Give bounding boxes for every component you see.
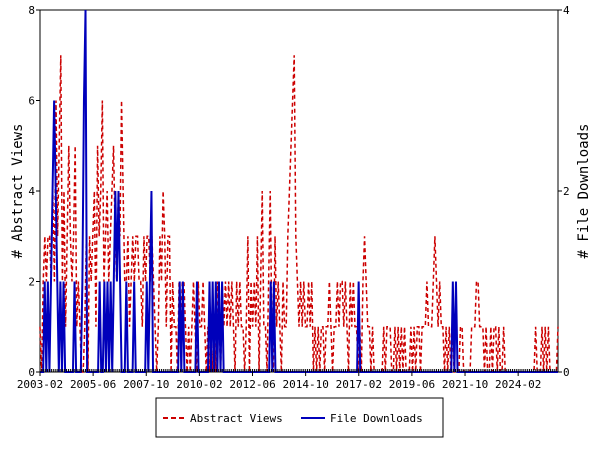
x-tick-label: 2012-06 <box>229 378 275 391</box>
y-left-tick-label: 8 <box>28 4 35 17</box>
legend-label-abstract-views: Abstract Views <box>190 412 283 425</box>
x-tick-label: 2005-06 <box>70 378 116 391</box>
series-line-abstract-views <box>39 55 559 373</box>
y-right-tick-label: 0 <box>563 366 570 379</box>
series-layer <box>39 9 559 373</box>
y-axis-left-title: # Abstract Views <box>10 124 26 259</box>
y-right-tick-label: 2 <box>563 185 570 198</box>
y-left-tick-label: 2 <box>28 276 35 289</box>
y-right-tick-label: 4 <box>563 4 570 17</box>
x-tick-label: 2003-02 <box>17 378 63 391</box>
x-tick-label: 2014-10 <box>282 378 328 391</box>
y-axis-right-title: # File Downloads <box>576 124 592 259</box>
x-tick-label: 2017-02 <box>336 378 382 391</box>
x-tick-label: 2007-10 <box>123 378 169 391</box>
series-line-file-downloads <box>40 9 558 373</box>
y-left-tick-label: 6 <box>28 95 35 108</box>
y-left-tick-label: 4 <box>28 185 35 198</box>
ticks-layer: 2003-02 2005-06 2007-10 2010-02 2012-06 2014-… <box>17 4 570 391</box>
legend: Abstract Views File Downloads <box>155 397 444 438</box>
legend-label-file-downloads: File Downloads <box>330 412 423 425</box>
x-tick-label: 2024-02 <box>495 378 541 391</box>
x-tick-label: 2019-06 <box>389 378 435 391</box>
legend-box <box>155 397 444 438</box>
x-tick-label: 2021-10 <box>442 378 488 391</box>
x-tick-label: 2010-02 <box>176 378 222 391</box>
y-left-tick-label: 0 <box>28 366 35 379</box>
